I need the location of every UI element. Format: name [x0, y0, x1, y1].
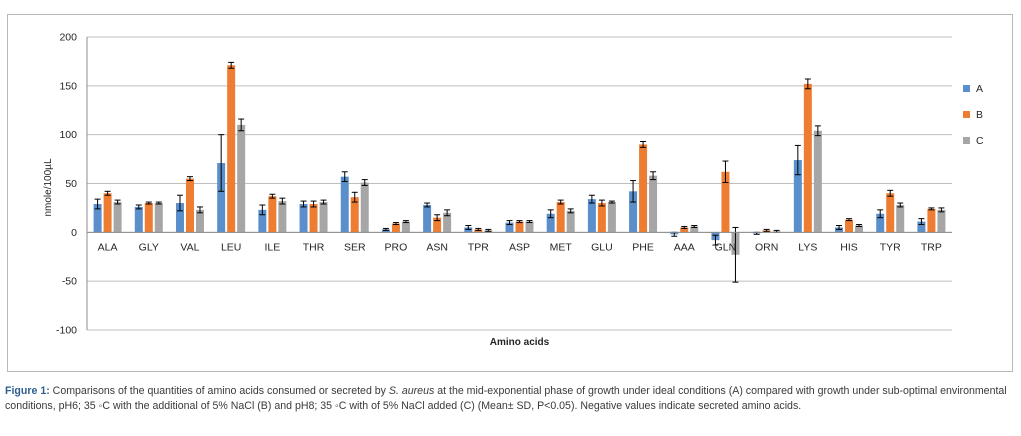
y-tick-label: -100	[56, 325, 77, 337]
bar-A	[134, 206, 143, 233]
x-category-label: TPR	[468, 241, 489, 253]
bar-B	[185, 178, 194, 233]
bar-B	[556, 202, 565, 233]
chart-frame: 200 150 100 50 0 -50 -100 nmole/100µL ALA GLY VAL L…	[7, 14, 1013, 372]
x-category-label: PHE	[632, 241, 654, 253]
x-category-label: ILE	[264, 241, 280, 253]
bar-A	[423, 204, 432, 233]
bar-C	[855, 225, 864, 233]
caption-text-1: Comparisons of the quantities of amino a…	[49, 385, 389, 397]
x-category-label: AAA	[674, 241, 695, 253]
bar-A	[505, 222, 514, 233]
bar-B	[639, 144, 648, 233]
x-category-label: PRO	[385, 241, 408, 253]
y-tick-label: 50	[65, 178, 77, 190]
caption-text-2: at the mid-exponential phase of growth u…	[5, 385, 1007, 412]
legend-swatch-A	[963, 85, 970, 92]
bar-B	[721, 171, 730, 233]
bar-A	[876, 213, 885, 233]
bar-C	[525, 221, 534, 233]
x-category-label: HIS	[840, 241, 858, 253]
bar-C	[401, 221, 410, 233]
caption-label: Figure 1:	[5, 385, 50, 397]
bar-C	[813, 130, 822, 233]
bar-C	[607, 202, 616, 233]
bar-C	[649, 175, 658, 233]
bar-C	[278, 201, 287, 233]
bar-C	[896, 204, 905, 233]
y-tick-label: -50	[62, 276, 77, 288]
bar-A	[546, 213, 555, 233]
x-category-label: VAL	[180, 241, 199, 253]
x-category-label: THR	[303, 241, 325, 253]
y-tick-label: 150	[59, 80, 77, 92]
bar-B	[886, 193, 895, 233]
bar-C	[443, 212, 452, 233]
x-category-label: GLY	[139, 241, 159, 253]
bar-C	[566, 210, 575, 233]
bar-A	[587, 199, 596, 233]
bar-C	[319, 202, 328, 233]
y-axis-title: nmole/100µL	[43, 158, 54, 216]
bar-C	[360, 182, 369, 233]
bar-A	[629, 191, 638, 233]
legend-swatch-B	[963, 111, 970, 118]
bar-B	[309, 204, 318, 233]
legend-label-B: B	[976, 109, 983, 121]
bar-B	[268, 196, 277, 233]
legend-label-A: A	[976, 83, 983, 95]
y-tick-label: 0	[71, 227, 77, 239]
x-category-label: GLN	[715, 241, 737, 253]
bar-B	[227, 65, 236, 233]
bar-B	[680, 227, 689, 233]
x-axis-title: Amino acids	[490, 337, 550, 348]
bar-C	[195, 209, 204, 233]
x-category-label: ALA	[98, 241, 118, 253]
bar-B	[927, 208, 936, 233]
bar-B	[597, 203, 606, 233]
y-tick-label: 200	[59, 32, 77, 44]
bar-A	[258, 209, 267, 233]
bar-B	[515, 221, 524, 233]
y-tick-label: 100	[59, 129, 77, 141]
x-category-label: MET	[550, 241, 573, 253]
figure-caption: Figure 1: Comparisons of the quantities …	[5, 384, 1015, 414]
bar-A	[917, 221, 926, 233]
bar-B	[845, 219, 854, 233]
x-category-label: LYS	[798, 241, 817, 253]
x-category-label: ORN	[755, 241, 778, 253]
bar-B	[433, 217, 442, 233]
bar-B	[391, 223, 400, 233]
x-category-label: TYR	[880, 241, 901, 253]
bar-B	[103, 193, 112, 233]
bar-B	[803, 83, 812, 233]
x-category-label: LEU	[221, 241, 241, 253]
legend-label-C: C	[976, 135, 984, 147]
bar-C	[237, 124, 246, 233]
x-category-label: GLU	[591, 241, 613, 253]
caption-organism: S. aureus	[388, 385, 435, 397]
bar-C	[113, 202, 122, 233]
bar-C	[690, 226, 699, 233]
bar-A	[93, 204, 102, 233]
bar-A	[793, 160, 802, 233]
x-category-label: TRP	[921, 241, 942, 253]
x-category-label: ASP	[509, 241, 530, 253]
bar-A	[175, 203, 184, 233]
bar-B	[350, 197, 359, 233]
bar-C	[937, 209, 946, 233]
bar-C	[154, 203, 163, 233]
bar-A	[299, 204, 308, 233]
bar-B	[144, 203, 153, 233]
bar-A	[217, 162, 226, 233]
x-category-label: ASN	[426, 241, 448, 253]
x-category-label: SER	[344, 241, 366, 253]
legend-swatch-C	[963, 137, 970, 144]
bar-A	[340, 176, 349, 233]
bar-chart: 200 150 100 50 0 -50 -100 nmole/100µL ALA GLY VAL L…	[43, 32, 984, 349]
